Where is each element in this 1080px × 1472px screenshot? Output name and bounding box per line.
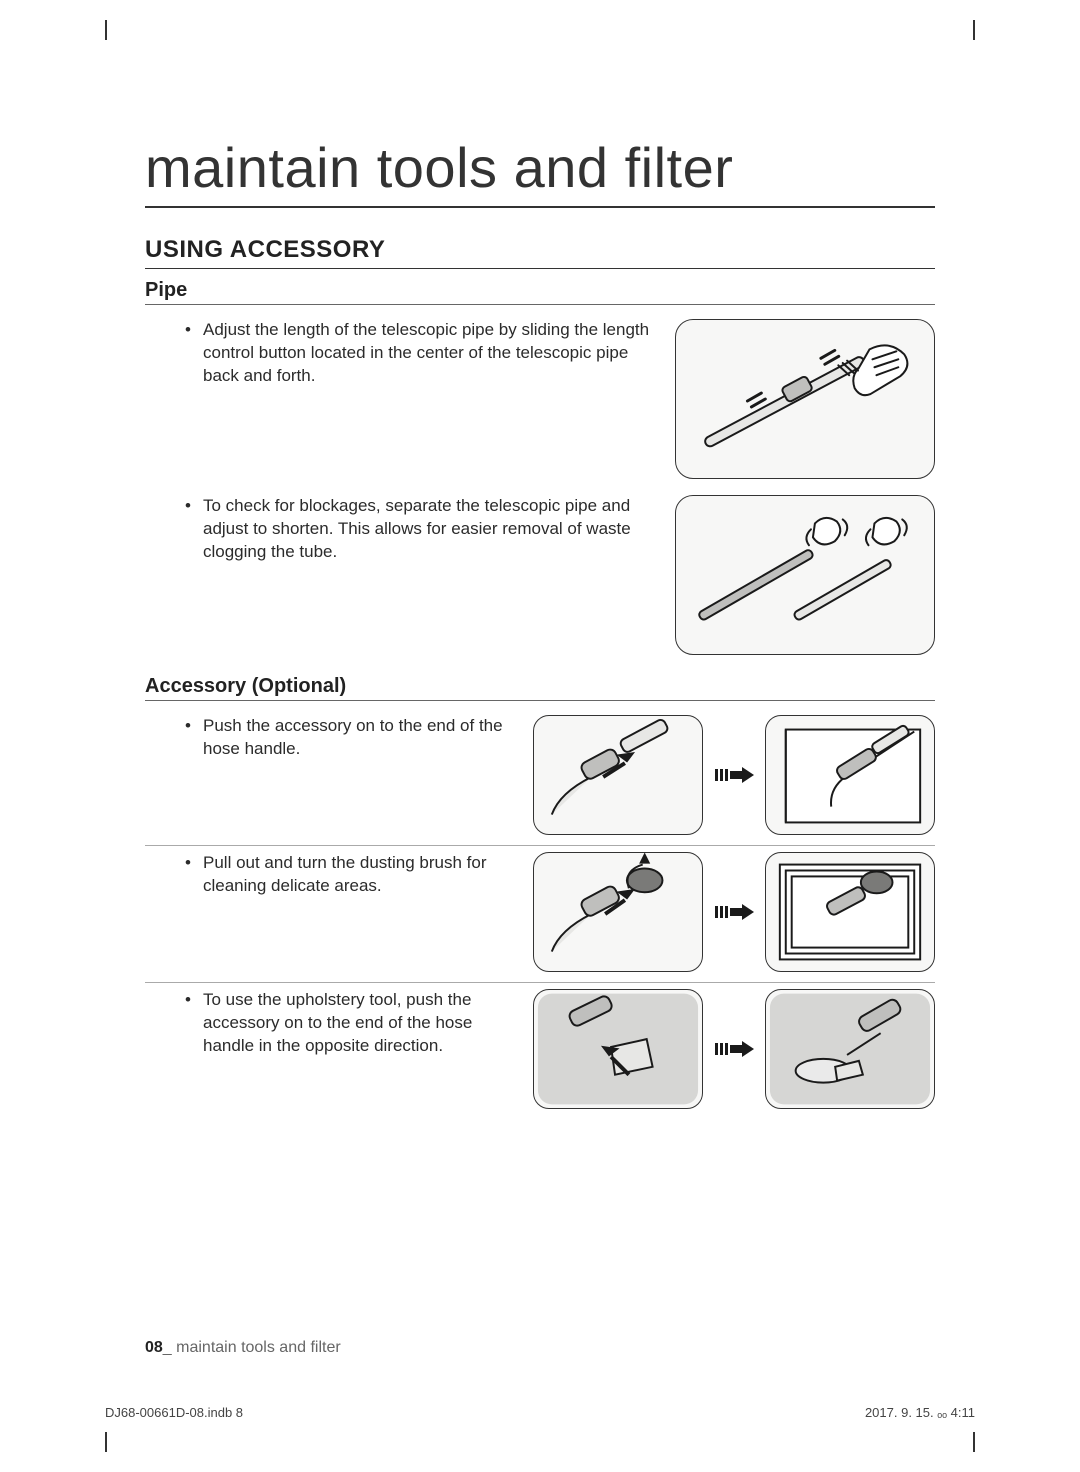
pipe-illustration-1	[675, 319, 935, 479]
accessory-illus-2b	[765, 852, 935, 972]
accessory-illus-1b	[765, 715, 935, 835]
accessory-illus-3b	[765, 989, 935, 1109]
accessory-illus-1a	[533, 715, 703, 835]
arrow-icon	[713, 1037, 755, 1061]
accessory-row-1: Push the accessory on to the end of the …	[145, 709, 935, 846]
footer-section: maintain tools and filter	[176, 1339, 341, 1356]
accessory-heading: Accessory (Optional)	[145, 675, 935, 701]
accessory-illus-2a	[533, 852, 703, 972]
arrow-icon	[713, 763, 755, 787]
accessory-bullet-3: To use the upholstery tool, push the acc…	[185, 989, 515, 1058]
doc-info: DJ68-00661D-08.indb 8 2017. 9. 15. ₒₒ 4:…	[105, 1405, 975, 1420]
accessory-row-3: To use the upholstery tool, push the acc…	[145, 983, 935, 1119]
accessory-row-2: Pull out and turn the dusting brush for …	[145, 846, 935, 983]
accessory-bullet-2: Pull out and turn the dusting brush for …	[185, 852, 515, 898]
accessory-illus-3a	[533, 989, 703, 1109]
section-heading: USING ACCESSORY	[145, 236, 935, 269]
doc-timestamp: 2017. 9. 15. ₒₒ 4:11	[865, 1405, 975, 1420]
pipe-row-1: Adjust the length of the telescopic pipe…	[145, 313, 935, 489]
pipe-bullet-1: Adjust the length of the telescopic pipe…	[185, 319, 657, 388]
arrow-icon	[713, 900, 755, 924]
pipe-illustration-2	[675, 495, 935, 655]
doc-file: DJ68-00661D-08.indb 8	[105, 1405, 243, 1420]
pipe-heading: Pipe	[145, 279, 935, 305]
pipe-row-2: To check for blockages, separate the tel…	[145, 489, 935, 671]
page-sep: _	[163, 1339, 176, 1356]
page-title: maintain tools and filter	[145, 135, 935, 208]
pipe-bullet-2: To check for blockages, separate the tel…	[185, 495, 657, 564]
page-footer: 08_ maintain tools and filter	[145, 1339, 341, 1357]
accessory-bullet-1: Push the accessory on to the end of the …	[185, 715, 515, 761]
page-number: 08	[145, 1339, 163, 1356]
